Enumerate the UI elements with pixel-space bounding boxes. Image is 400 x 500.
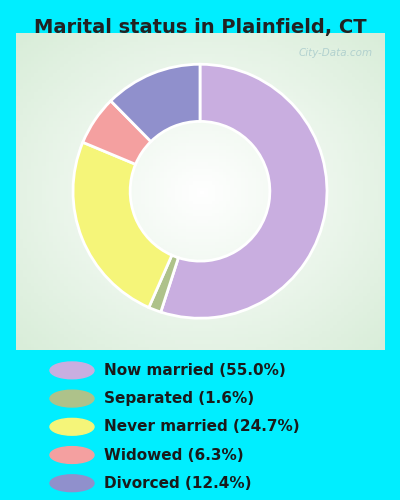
Circle shape <box>50 362 94 379</box>
Wedge shape <box>83 101 151 164</box>
Wedge shape <box>73 142 172 308</box>
Text: Marital status in Plainfield, CT: Marital status in Plainfield, CT <box>34 18 366 36</box>
Text: Divorced (12.4%): Divorced (12.4%) <box>104 476 252 490</box>
Circle shape <box>50 418 94 435</box>
Text: Widowed (6.3%): Widowed (6.3%) <box>104 448 244 462</box>
Text: Now married (55.0%): Now married (55.0%) <box>104 363 286 378</box>
Wedge shape <box>149 255 178 312</box>
Text: City-Data.com: City-Data.com <box>299 48 373 58</box>
Circle shape <box>50 446 94 464</box>
Text: Separated (1.6%): Separated (1.6%) <box>104 391 254 406</box>
Circle shape <box>50 475 94 492</box>
Wedge shape <box>161 64 327 318</box>
Circle shape <box>50 390 94 407</box>
Wedge shape <box>111 64 200 142</box>
Text: Never married (24.7%): Never married (24.7%) <box>104 420 300 434</box>
